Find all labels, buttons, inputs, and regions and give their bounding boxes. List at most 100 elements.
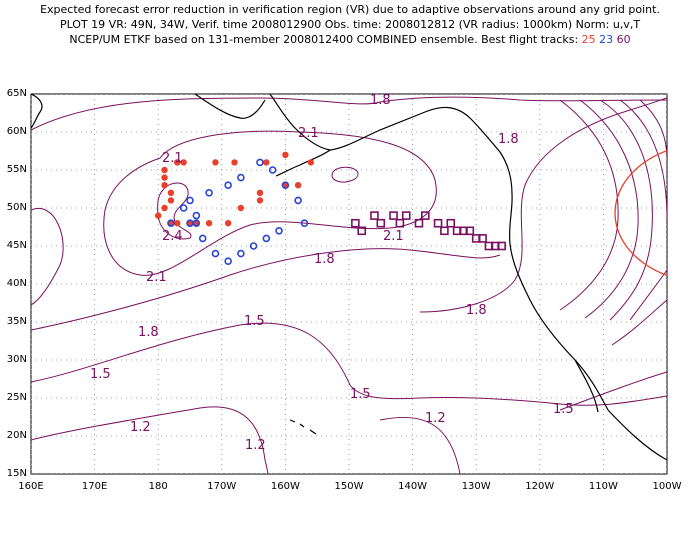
contour-label: 2.4 [162,229,183,244]
contour-east-5 [639,99,667,161]
contour-1.8-top [31,96,667,131]
y-tick-label: 60N [6,126,27,137]
track-23-label: 23 [599,33,614,46]
contour-1.5-right [559,371,667,411]
title-line-3-prefix: NCEP/UM ETKF based on 131-member 2008012… [69,33,579,46]
flight-track-25 [155,151,315,227]
track-60-point [395,218,405,228]
x-tick-label: 160E [18,481,44,492]
contour-2.4-loop [157,182,192,240]
contour-label: 2.1 [383,229,404,244]
contour-east-1 [559,99,619,311]
track-25-point [193,220,200,227]
y-tick-label: 55N [6,164,27,175]
contour-label: 1.5 [553,402,574,417]
track-25-point [205,220,213,227]
track-60-point [421,211,430,220]
x-tick-label: 130W [461,481,491,492]
track-60-point [357,226,367,236]
y-tick-label: 65N [6,88,27,99]
track-23-point [167,219,175,227]
track-23-point [268,166,277,174]
track-60-point [376,218,386,228]
track-23-point [256,158,264,167]
track-25-point [307,159,315,166]
contour-label: 2.1 [298,126,319,141]
track-23-point [249,242,258,250]
contour-1.2 [31,406,269,474]
contour-east-2 [579,99,639,319]
track-60-point [497,241,506,251]
track-23-point [179,204,188,212]
track-60-point [440,226,449,236]
contour-east-7 [611,299,667,346]
contour-label: 1.8 [370,93,391,108]
track-25-point [161,166,168,174]
coast-baja [574,359,599,413]
flight-track-60 [351,211,506,251]
y-tick-label: 20N [6,430,27,441]
track-60-point [401,211,411,220]
track-25-point [180,159,187,166]
track-23-point [198,234,207,243]
track-25-point [186,220,194,227]
x-tick-label: 110W [588,481,618,492]
contour-east-3 [599,99,653,321]
flight-tracks [155,151,506,266]
track-25-point [167,220,175,227]
contour-label: 1.8 [138,325,159,340]
contour-1.8-left [31,207,64,306]
contour-label: 2.1 [146,270,167,285]
track-25-point [161,174,168,181]
contour-label: 1.8 [498,132,519,147]
track-23-point [205,189,213,197]
coastlines [31,94,667,461]
y-tick-label: 50N [6,202,27,213]
contour-1.8-mid [31,248,501,331]
track-23-point [237,173,245,182]
contour-label: 1.5 [350,387,371,402]
contour-label: 1.8 [466,303,487,318]
coast-alaska-peninsula [275,149,331,177]
track-25-point [167,197,175,204]
track-23-point [192,211,201,220]
title-line-2: PLOT 19 VR: 49N, 34W, Verif. time 200801… [59,18,641,31]
track-25-point [155,212,162,219]
track-23-point [281,181,290,189]
track-25-point [174,220,181,227]
y-tick-label: 45N [6,240,27,251]
coast-west-na [469,117,609,411]
track-23-point [192,219,201,227]
contour-label: 1.5 [244,314,265,329]
track-23-point [186,196,194,205]
track-23-point [294,196,302,205]
y-tick-label: 25N [6,392,27,403]
contour-1.8-right [419,97,667,313]
coast-siberia [194,94,266,119]
y-tick-label: 40N [6,278,27,289]
track-25-point [231,159,238,166]
track-25-point [237,204,245,212]
contour-east-4 [619,99,667,221]
flight-track-23 [167,158,309,266]
x-tick-label: 100W [652,481,682,492]
contour-label: 1.5 [90,367,111,382]
contour-label: 1.2 [245,438,266,453]
contour-1.2-b [379,416,461,474]
x-tick-label: 170W [207,481,237,492]
x-tick-label: 170E [81,481,108,492]
track-25-point [161,182,168,189]
track-25-point [294,182,302,189]
contour-label: 1.2 [425,411,446,426]
track-25-point [256,189,264,196]
x-tick-label: 180 [148,481,168,492]
y-tick-label: 30N [6,354,27,365]
coast-kamchatka [31,94,43,129]
contour-label: 1.8 [314,252,335,267]
track-25-point [224,220,232,227]
track-25-point [174,159,181,166]
track-25-point [263,159,270,166]
y-tick-label: 15N [6,468,27,479]
x-tick-label: 160W [270,481,300,492]
track-25-point [256,197,264,204]
